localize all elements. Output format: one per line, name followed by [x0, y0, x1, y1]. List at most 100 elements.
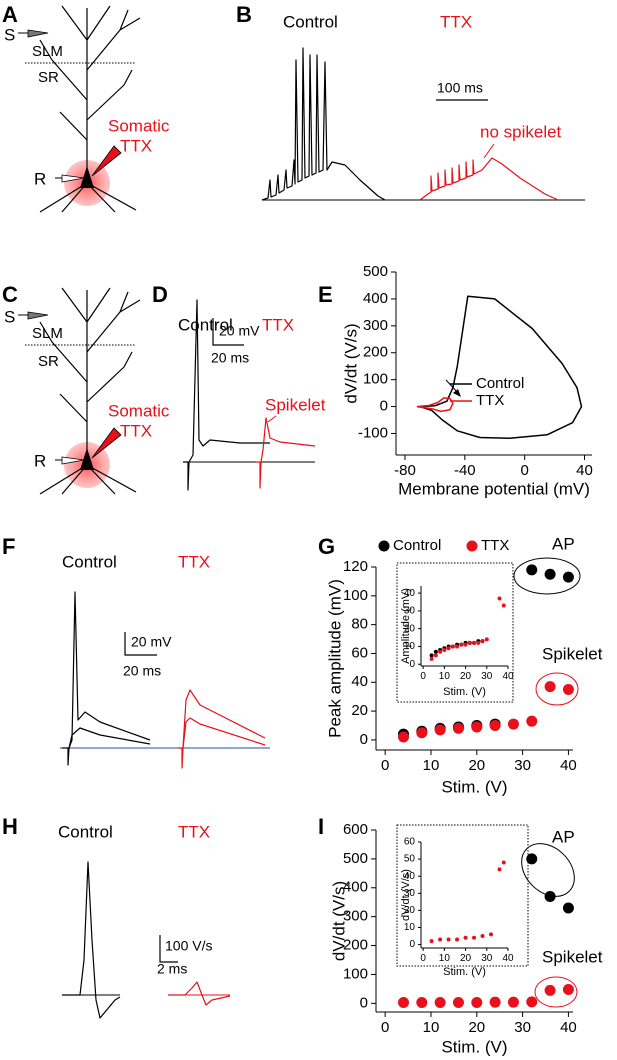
- y-tick-label: 400: [343, 879, 368, 896]
- data-point: [438, 937, 443, 942]
- data-point: [562, 902, 574, 914]
- data-point: [472, 935, 477, 940]
- data-point: [497, 596, 502, 601]
- data-point: [526, 715, 538, 727]
- data-point: [446, 937, 451, 942]
- data-point: [526, 564, 538, 576]
- data-point: [489, 932, 494, 937]
- legend-swatch: [466, 540, 478, 552]
- scale-bar: [124, 632, 157, 656]
- panel-label: H: [2, 814, 18, 839]
- voltage-trace: [68, 727, 151, 749]
- x-tick-label: 30: [514, 757, 531, 774]
- y-tick-label: 40: [404, 588, 416, 599]
- y-tick-label: 400: [363, 290, 388, 307]
- y-tick-label: 200: [343, 937, 368, 954]
- condition-label: Control: [283, 12, 338, 31]
- dvdt-trace: [168, 981, 231, 1006]
- data-point: [452, 996, 464, 1008]
- annotation: Spikelet: [542, 644, 603, 663]
- y-tick-label: 30: [404, 888, 416, 899]
- x-tick-label: 30: [481, 671, 493, 682]
- voltage-trace: [183, 299, 270, 491]
- y-tick-label: 20: [404, 623, 416, 634]
- scale-bar-label: 20 ms: [123, 663, 161, 679]
- y-tick-label: 500: [343, 850, 368, 867]
- voltage-trace: [178, 689, 266, 769]
- scale-bar-label: 100 V/s: [165, 938, 212, 954]
- panel-label: E: [318, 282, 333, 307]
- treatment-label: Somatic: [108, 401, 170, 420]
- data-point: [450, 644, 455, 649]
- y-tick-label: 0: [360, 994, 368, 1011]
- y-axis-label: Peak amplitude (mV): [325, 579, 344, 738]
- annotation: Spikelet: [265, 395, 326, 414]
- data-point: [446, 646, 451, 651]
- y-tick-label: 40: [404, 871, 416, 882]
- x-tick-label: -80: [394, 462, 416, 479]
- data-point: [433, 649, 438, 654]
- x-tick-label: 20: [460, 953, 472, 964]
- electrode-label: R: [34, 169, 46, 188]
- x-tick-label: 40: [560, 757, 577, 774]
- x-tick-label: 40: [560, 1019, 577, 1036]
- data-point: [459, 642, 464, 647]
- x-tick-label: 30: [514, 1019, 531, 1036]
- data-point: [397, 996, 409, 1008]
- condition-label: TTX: [178, 552, 210, 571]
- data-point: [434, 996, 446, 1008]
- treatment-label: TTX: [120, 421, 152, 440]
- condition-label: Control: [178, 315, 233, 334]
- scale-bar: [212, 318, 244, 346]
- layer-label: SLM: [32, 325, 63, 342]
- legend-label: TTX: [481, 537, 509, 554]
- x-tick-label: 20: [468, 757, 485, 774]
- y-axis-label: dV/dt (V/s): [341, 323, 360, 403]
- data-point: [507, 718, 519, 730]
- y-tick-label: 60: [404, 837, 416, 848]
- x-axis-label: Stim. (V): [441, 777, 507, 796]
- data-point: [434, 724, 446, 736]
- x-tick-label: 0: [520, 462, 528, 479]
- x-tick-label: 10: [423, 1019, 440, 1036]
- data-point: [526, 996, 538, 1008]
- data-point: [501, 603, 506, 608]
- y-tick-label: 120: [343, 558, 368, 575]
- y-tick-label: 0: [380, 398, 388, 415]
- pointer: [267, 415, 277, 423]
- y-tick-label: 300: [343, 908, 368, 925]
- annotation: Spikelet: [542, 947, 603, 966]
- panel-label: I: [318, 814, 324, 839]
- data-point: [416, 996, 428, 1008]
- data-point: [467, 640, 472, 645]
- data-point: [484, 637, 489, 642]
- treatment-label: TTX: [120, 136, 152, 155]
- y-tick-label: 30: [404, 606, 416, 617]
- y-tick-label: 100: [343, 965, 368, 982]
- electrode-label: S: [4, 25, 15, 44]
- data-point: [463, 642, 468, 647]
- annotation: AP: [552, 534, 575, 553]
- condition-label: Control: [58, 822, 113, 841]
- y-tick-label: 80: [351, 616, 368, 633]
- group-ellipse: [534, 976, 578, 1008]
- data-point: [562, 683, 574, 695]
- legend-swatch: [378, 540, 390, 552]
- data-point: [429, 653, 434, 658]
- y-tick-label: 100: [363, 371, 388, 388]
- dvdt-trace: [62, 861, 121, 1019]
- y-axis-label: Amplitude (mV): [400, 588, 412, 664]
- data-point: [526, 853, 538, 865]
- legend-label: TTX: [476, 392, 504, 409]
- y-tick-label: 20: [351, 702, 368, 719]
- y-tick-label: 60: [351, 644, 368, 661]
- data-point: [416, 727, 428, 739]
- x-tick-label: 0: [420, 953, 426, 964]
- data-point: [501, 860, 506, 865]
- data-point: [429, 656, 434, 661]
- voltage-trace: [419, 157, 559, 201]
- condition-label: TTX: [440, 12, 472, 31]
- data-point: [429, 939, 434, 944]
- data-point: [463, 935, 468, 940]
